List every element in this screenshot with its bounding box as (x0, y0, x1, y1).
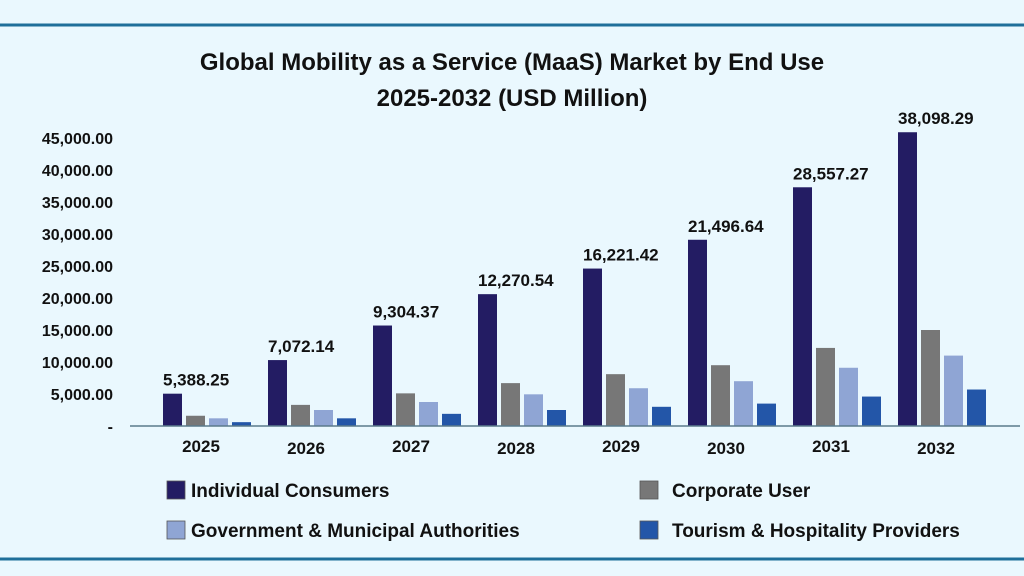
data-label: 21,496.64 (688, 217, 764, 236)
bar (232, 422, 251, 426)
legend-swatch (166, 480, 186, 500)
y-tick-label: 35,000.00 (42, 195, 113, 212)
x-tick-label: 2030 (707, 439, 745, 458)
legend-swatch (166, 520, 186, 540)
bar (816, 347, 835, 426)
x-tick-label: 2031 (812, 437, 850, 456)
y-tick-label: 10,000.00 (42, 355, 113, 372)
y-tick-label: 40,000.00 (42, 163, 113, 180)
y-axis: - 5,000.00 10,000.00 15,000.00 20,000.00 25,0… (42, 131, 113, 436)
bar (209, 418, 228, 426)
data-label: 12,270.54 (478, 271, 554, 290)
bar (862, 396, 881, 426)
bar (373, 325, 392, 426)
bar (396, 393, 415, 426)
bar (606, 374, 625, 426)
bar (268, 360, 287, 426)
bar (186, 415, 205, 426)
legend-label: Government & Municipal Authorities (191, 521, 520, 542)
legend-swatch (639, 480, 659, 500)
bar (163, 393, 182, 426)
x-tick-label: 2029 (602, 437, 640, 456)
bar (337, 418, 356, 426)
x-tick-label: 2032 (917, 439, 955, 458)
legend: Individual Consumers Corporate User Govern… (166, 480, 960, 542)
x-tick-label: 2028 (497, 439, 535, 458)
y-tick-label: 45,000.00 (42, 131, 113, 148)
bar (967, 389, 986, 426)
bar (583, 268, 602, 426)
y-tick-label: 25,000.00 (42, 259, 113, 276)
bar (629, 388, 648, 426)
bar (419, 402, 438, 426)
legend-label: Corporate User (672, 481, 811, 502)
bar (944, 355, 963, 426)
x-tick-label: 2026 (287, 439, 325, 458)
bar (501, 383, 520, 426)
x-tick-label: 2025 (182, 437, 220, 456)
y-tick-label: 15,000.00 (42, 323, 113, 340)
legend-label: Tourism & Hospitality Providers (672, 521, 960, 542)
data-label: 7,072.14 (268, 337, 335, 356)
bar (442, 413, 461, 426)
bar (757, 403, 776, 426)
bar (921, 330, 940, 426)
data-label: 5,388.25 (163, 371, 229, 390)
chart-subtitle: 2025-2032 (USD Million) (377, 85, 648, 112)
bar (711, 365, 730, 426)
data-label: 16,221.42 (583, 246, 659, 265)
bar (291, 404, 310, 426)
bar (314, 410, 333, 426)
bar (898, 132, 917, 427)
y-tick-label: 20,000.00 (42, 291, 113, 308)
data-labels: 5,388.25 7,072.14 9,304.37 12,270.54 16,221.… (163, 109, 974, 389)
y-tick-label: 30,000.00 (42, 227, 113, 244)
bar (839, 367, 858, 426)
x-axis: 2025 2026 2027 2028 2029 2030 2031 2032 (182, 437, 955, 458)
data-label: 28,557.27 (793, 164, 869, 183)
data-label: 38,098.29 (898, 109, 974, 128)
data-label: 9,304.37 (373, 303, 439, 322)
x-tick-label: 2027 (392, 437, 430, 456)
bar (793, 187, 812, 426)
legend-swatch (639, 520, 659, 540)
bar (688, 239, 707, 426)
bar (524, 394, 543, 426)
bar (652, 406, 671, 426)
bar (478, 294, 497, 426)
chart-title: Global Mobility as a Service (MaaS) Mark… (200, 49, 824, 76)
bar (734, 381, 753, 426)
bars (163, 132, 986, 427)
y-tick-label: - (108, 419, 113, 436)
legend-label: Individual Consumers (191, 481, 389, 502)
bar (547, 410, 566, 426)
y-tick-label: 5,000.00 (51, 387, 113, 404)
